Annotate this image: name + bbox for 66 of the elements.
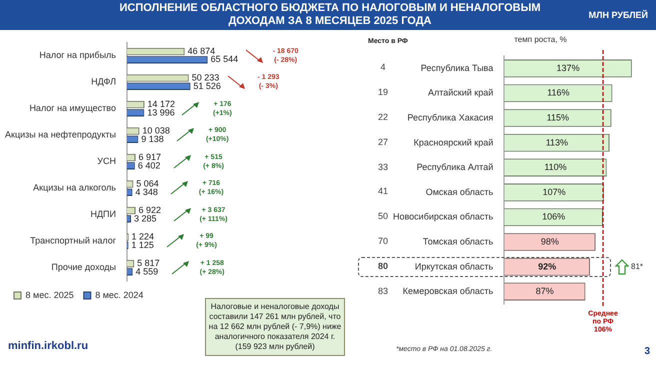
data-label: 116% bbox=[547, 88, 570, 98]
y-tick-label: Республика Хакасия bbox=[407, 112, 494, 122]
text: 4 bbox=[379, 62, 386, 72]
y-tick-label: Налог на прибыль bbox=[39, 50, 116, 60]
data-label: 51 526 bbox=[193, 80, 221, 91]
data-label: 5 817 bbox=[137, 258, 160, 268]
data-label: 6 402 bbox=[138, 160, 160, 170]
data-label: 1 125 bbox=[131, 240, 154, 250]
text: 41 bbox=[376, 186, 389, 196]
text: 50 bbox=[376, 211, 389, 222]
text: 80 bbox=[376, 260, 389, 271]
data-label: 14 172 bbox=[147, 99, 175, 110]
y-tick-label: Красноярский край bbox=[414, 137, 494, 148]
legend-label: 8 мес. 2024 bbox=[95, 290, 144, 300]
y-tick-label: Республика Алтай bbox=[416, 162, 494, 172]
y-tick-label: Томская область bbox=[422, 236, 494, 246]
y-tick-label: Омская область bbox=[426, 186, 494, 197]
text: minfin.irkobl.ru bbox=[8, 340, 88, 352]
text: 83 bbox=[376, 286, 389, 296]
data-label: 110% bbox=[544, 162, 567, 172]
y-tick-label: Алтайский край bbox=[428, 88, 494, 98]
y-tick-label: Новосибирская область bbox=[392, 212, 494, 222]
y-tick-label: Кемеровская область bbox=[402, 286, 494, 296]
y-tick-label: УСН bbox=[97, 156, 116, 166]
data-label: 50 233 bbox=[192, 72, 220, 83]
data-label: 113% bbox=[546, 137, 568, 148]
y-tick-label: Республика Тыва bbox=[420, 62, 494, 73]
y-tick-label: НДФЛ bbox=[91, 76, 116, 87]
y-tick-label: Транспортный налог bbox=[30, 236, 117, 246]
data-label: 98% bbox=[540, 236, 559, 246]
data-label: 106% bbox=[542, 212, 566, 222]
text: 22 bbox=[376, 112, 389, 122]
text: 27 bbox=[376, 136, 389, 147]
data-label: 6 922 bbox=[138, 205, 162, 216]
data-label: 1 224 bbox=[132, 232, 154, 242]
x-axis-title: темп роста, % bbox=[514, 35, 567, 44]
chart-subtitle: МЛН РУБЛЕЙ bbox=[588, 10, 648, 20]
data-label: 6 917 bbox=[138, 152, 162, 162]
legend-label: 8 мес. 2025 bbox=[26, 290, 74, 300]
text: 70 bbox=[376, 236, 389, 246]
text: Налоговые и неналоговые доходы составили 147 261 млн рублей, что на 12 662 млн рублей (- 7,9%) ниже аналогичного показателя 2024 г. (159 923 млн рублей) bbox=[205, 298, 345, 356]
y-tick-label: Налог на имущество bbox=[29, 103, 116, 114]
data-label: 137% bbox=[556, 62, 580, 73]
data-label: 92% bbox=[538, 261, 556, 272]
data-label: 3 285 bbox=[134, 213, 157, 224]
y-tick-label: Иркутская область bbox=[414, 261, 494, 272]
data-label: 107% bbox=[542, 186, 566, 197]
data-label: 5 064 bbox=[136, 178, 159, 189]
data-label: 9 138 bbox=[141, 134, 164, 144]
y-tick-label: Акцизы на нефтепродукты bbox=[5, 130, 116, 140]
data-label: 65 544 bbox=[210, 54, 238, 64]
data-label: 10 038 bbox=[142, 126, 170, 136]
y-tick-label: НДПИ bbox=[90, 209, 116, 220]
text: 33 bbox=[376, 162, 389, 172]
data-label: 13 996 bbox=[147, 107, 175, 118]
data-label: 87% bbox=[536, 286, 554, 296]
text: ИСПОЛНЕНИЕ ОБЛАСТНОГО БЮДЖЕТА ПО НАЛОГОВЫМ И НЕНАЛОГОВЫМ ДОХОДАМ ЗА 8 МЕСЯЦЕВ 2025 ГОДА bbox=[118, 2, 542, 28]
y-tick-label: Прочие доходы bbox=[51, 262, 116, 272]
data-label: 4 348 bbox=[135, 186, 158, 197]
data-label: 4 559 bbox=[136, 266, 158, 276]
data-label: 46 874 bbox=[188, 46, 216, 56]
data-label: 115% bbox=[546, 112, 569, 122]
y-tick-label: Акцизы на алкоголь bbox=[33, 182, 116, 193]
text: 19 bbox=[376, 87, 389, 98]
annotation: 81* bbox=[631, 262, 644, 271]
text: 3 bbox=[644, 346, 650, 357]
